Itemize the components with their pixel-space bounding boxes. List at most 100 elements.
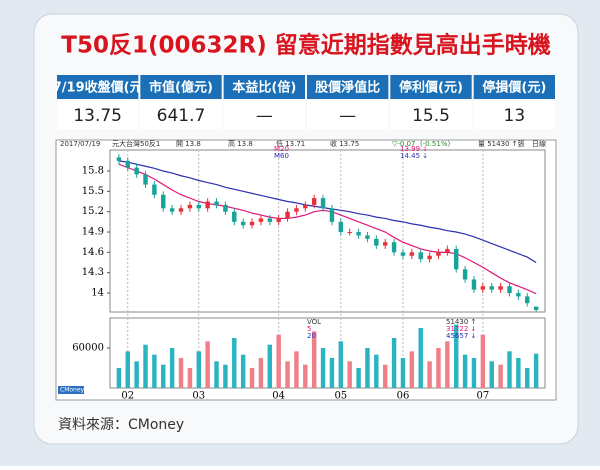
y-tick-label: 14.9 bbox=[82, 227, 104, 238]
table: 7/19收盤價(元 13.75 市值(億元) 641.7 本益比(倍) — 股價淨值比 — 停利… bbox=[53, 75, 555, 129]
value-cell bbox=[390, 101, 472, 129]
chart-frame bbox=[55, 139, 557, 401]
candle-body bbox=[223, 204, 228, 212]
candle-body bbox=[311, 198, 317, 205]
header-cell bbox=[390, 75, 472, 99]
volume-bar bbox=[143, 344, 148, 388]
volume-bar bbox=[507, 351, 512, 388]
logo-box bbox=[58, 386, 84, 394]
value-cell bbox=[223, 101, 305, 129]
value-text: 13.75 bbox=[73, 106, 122, 126]
title: T50反1(00632R) 留意近期指數見高出手時機 bbox=[61, 32, 550, 59]
volume-bar bbox=[480, 334, 486, 388]
info-text: 開 13.8 bbox=[176, 140, 201, 148]
header-cell bbox=[57, 75, 139, 99]
volume-bar bbox=[365, 348, 370, 388]
volume-legend-name: 5 bbox=[307, 325, 311, 333]
volume-bar bbox=[161, 364, 166, 388]
candle-body bbox=[382, 242, 388, 246]
info-text: ▽-0.07 bbox=[392, 140, 416, 148]
x-tick-label: 06 bbox=[397, 391, 410, 402]
volume-bar bbox=[489, 361, 494, 388]
candle-body bbox=[249, 221, 255, 226]
x-tick-label: 05 bbox=[334, 391, 347, 402]
volume-bar bbox=[533, 353, 539, 388]
candle-body bbox=[285, 211, 290, 219]
ma-line bbox=[118, 160, 537, 264]
candle-body bbox=[178, 208, 184, 212]
volume-bar bbox=[454, 324, 459, 388]
candle-body bbox=[205, 201, 210, 209]
info-text: 高 13.8 bbox=[228, 139, 253, 148]
volume-bar bbox=[400, 358, 406, 388]
header-cell bbox=[473, 75, 555, 99]
header-cell bbox=[307, 75, 389, 99]
candle-body bbox=[152, 184, 157, 195]
volume-bar bbox=[436, 348, 441, 388]
volume-bar bbox=[471, 358, 477, 388]
candle-body bbox=[232, 211, 237, 222]
header-cell bbox=[223, 75, 305, 99]
header-text: 股價淨值比 bbox=[315, 80, 380, 96]
candle-body bbox=[240, 221, 246, 226]
value-cell bbox=[473, 101, 555, 129]
volume-bar bbox=[116, 368, 122, 388]
volume-bar bbox=[125, 351, 130, 388]
info-text: 2017/07/19 bbox=[60, 140, 100, 148]
volume-bar bbox=[187, 368, 193, 388]
candle-body bbox=[169, 208, 175, 212]
candle-body bbox=[338, 221, 344, 233]
volume-bar bbox=[525, 368, 530, 388]
candle-body bbox=[214, 201, 219, 205]
value-text: — bbox=[339, 106, 356, 126]
header-text: 本益比(倍) bbox=[232, 80, 296, 96]
candle-body bbox=[498, 286, 503, 290]
candle-body bbox=[507, 286, 512, 294]
volume-bar bbox=[276, 334, 281, 388]
x-tick-label: 03 bbox=[192, 391, 205, 402]
plot: 2017/07/19 元大台灣50反1 開 13.8 高 13.8 低 13.71 收 1… bbox=[58, 139, 546, 402]
header-cell bbox=[140, 75, 222, 99]
ma-line bbox=[118, 163, 537, 295]
volume-bar bbox=[169, 348, 175, 388]
candle-body bbox=[471, 279, 477, 290]
y-tick-label: 14.3 bbox=[82, 267, 104, 278]
value-cell bbox=[307, 101, 389, 129]
volume-bar bbox=[223, 364, 228, 388]
info-text: 日線 bbox=[532, 139, 546, 148]
candle-body bbox=[516, 293, 521, 297]
y-tick-label: 14 bbox=[91, 288, 104, 299]
candle-body bbox=[533, 306, 539, 310]
candle-body bbox=[294, 208, 299, 212]
header-text: 市值(億元) bbox=[149, 80, 213, 96]
volume-legend-name: VOL bbox=[307, 318, 321, 326]
candle-body bbox=[400, 252, 406, 256]
volume-bar bbox=[294, 351, 299, 388]
value-text: 15.5 bbox=[412, 106, 450, 126]
volume-bar bbox=[205, 341, 210, 388]
candle-body bbox=[391, 242, 397, 253]
volume-legend-value: 31722 ↓ bbox=[446, 325, 476, 333]
candle-body bbox=[258, 218, 264, 222]
volume-bar bbox=[232, 338, 237, 388]
volume-bar bbox=[347, 361, 352, 388]
volume-bar bbox=[382, 364, 388, 388]
candle-body bbox=[143, 174, 148, 185]
candle-body bbox=[347, 232, 352, 234]
candle-body bbox=[480, 286, 486, 290]
header-text: 停利價(元) bbox=[399, 80, 463, 96]
header-text: 7/19收盤價(元 bbox=[53, 80, 143, 96]
volume-legend-value: 45657 ↓ bbox=[446, 332, 476, 340]
y-tick-label: 15.8 bbox=[82, 166, 104, 177]
candle-body bbox=[187, 204, 193, 209]
candle-body bbox=[196, 204, 201, 209]
volume-legend-name: 20 bbox=[307, 332, 316, 340]
candle-body bbox=[418, 252, 423, 260]
volume-bar bbox=[320, 348, 326, 388]
volume-bar bbox=[329, 358, 335, 388]
volume-bar bbox=[445, 341, 450, 388]
value-text: 13 bbox=[504, 106, 526, 126]
candle-body bbox=[276, 218, 281, 222]
header-text: 停損價(元) bbox=[482, 80, 546, 96]
volume-bar bbox=[418, 328, 423, 388]
